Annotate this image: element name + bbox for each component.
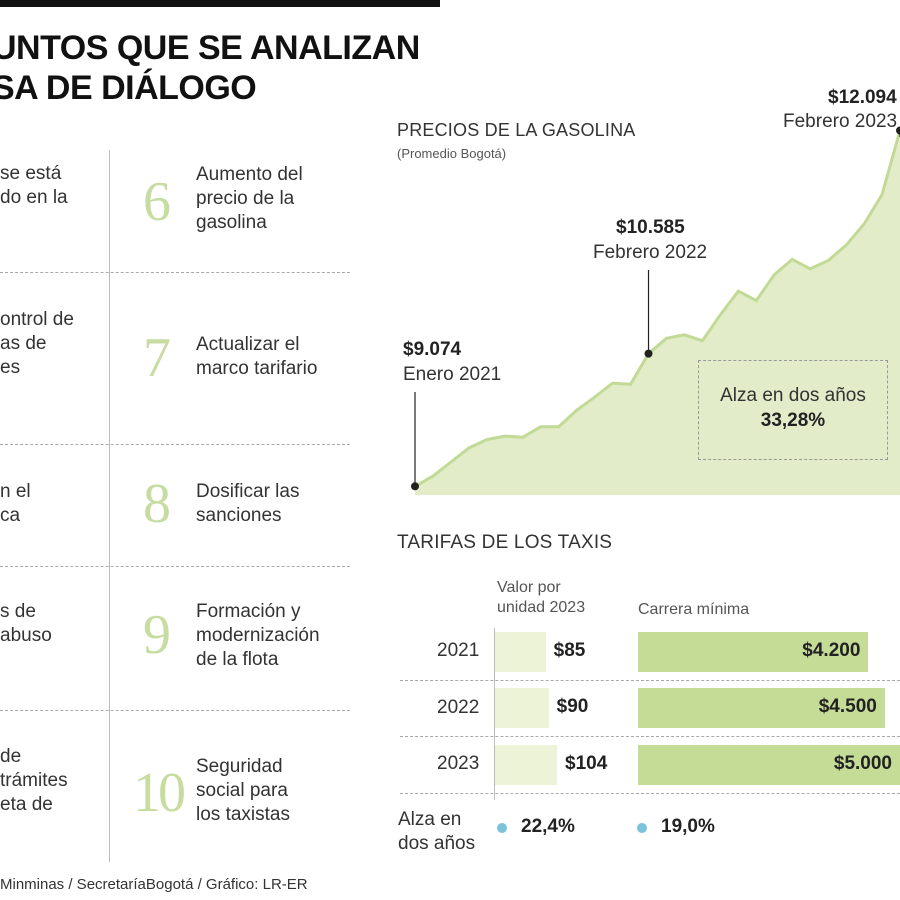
min-fare-bar bbox=[638, 688, 885, 728]
row-divider bbox=[0, 444, 350, 445]
min-fare-bar bbox=[638, 632, 869, 672]
page-title: UNTOS QUE SE ANALIZAN SA DE DIÁLOGO bbox=[0, 28, 452, 108]
year-label: 2021 bbox=[437, 640, 480, 661]
row-divider bbox=[0, 710, 350, 711]
unit-increase: 22,4% bbox=[521, 816, 575, 837]
row-divider bbox=[400, 736, 900, 737]
row-divider bbox=[0, 272, 350, 273]
min-fare-bar bbox=[638, 745, 900, 785]
unit-bar bbox=[495, 745, 557, 785]
min-fare-increase: 19,0% bbox=[661, 816, 715, 837]
annotation-date: Febrero 2022 bbox=[593, 242, 708, 263]
gas-price-area bbox=[415, 130, 900, 495]
source-note: Minminas / SecretaríaBogotá / Gráfico: L… bbox=[0, 876, 308, 893]
unit-bar-label: $85 bbox=[553, 640, 586, 661]
item-number: 6 bbox=[143, 171, 171, 233]
item-text: Seguridad social para los taxistas bbox=[196, 756, 290, 825]
annotation-value: $9.074 bbox=[403, 339, 462, 360]
year-label: 2022 bbox=[437, 697, 480, 718]
annotation-value: $12.094 bbox=[828, 87, 897, 108]
annotation-point bbox=[896, 126, 900, 135]
alza-label: Alza en dos años bbox=[720, 385, 866, 406]
item-number: 7 bbox=[143, 327, 171, 389]
unit-bar bbox=[495, 688, 549, 728]
unit-column-header: Valor por unidad 2023 bbox=[497, 579, 586, 616]
top-rule bbox=[0, 0, 440, 7]
bullet-dot bbox=[497, 823, 507, 833]
unit-bar-label: $90 bbox=[556, 696, 589, 717]
annotation-point bbox=[644, 349, 653, 358]
year-label: 2023 bbox=[437, 753, 480, 774]
left-item-text: de trámites eta de bbox=[0, 746, 68, 815]
alza-highlight-box bbox=[698, 360, 888, 460]
bullet-dot bbox=[637, 823, 647, 833]
gas-chart-subtitle: (Promedio Bogotá) bbox=[397, 146, 507, 161]
taxi-alza-label: Alza en dos años bbox=[398, 809, 476, 854]
column-divider bbox=[109, 150, 110, 862]
taxi-chart-title: TARIFAS DE LOS TAXIS bbox=[397, 532, 613, 553]
item-number: 8 bbox=[143, 473, 171, 535]
min-fare-label: $4.200 bbox=[802, 640, 861, 661]
min-fare-label: $4.500 bbox=[818, 696, 877, 717]
left-item-text: n el ca bbox=[0, 481, 31, 526]
row-divider bbox=[400, 680, 900, 681]
unit-bar-label: $104 bbox=[565, 753, 608, 774]
gas-chart-title: PRECIOS DE LA GASOLINA bbox=[397, 120, 636, 140]
item-number: 9 bbox=[143, 604, 171, 666]
min-column-header: Carrera mínima bbox=[638, 601, 750, 618]
gas-price-line bbox=[414, 130, 900, 488]
left-item-text: se está do en la bbox=[0, 163, 68, 208]
item-text: Aumento del precio de la gasolina bbox=[196, 164, 303, 233]
annotation-point bbox=[411, 482, 419, 491]
title-line-2: SA DE DIÁLOGO bbox=[0, 69, 257, 107]
min-fare-label: $5.000 bbox=[833, 753, 892, 774]
row-divider bbox=[400, 793, 900, 794]
annotation-date: Febrero 2023 bbox=[783, 111, 898, 132]
title-line-1: UNTOS QUE SE ANALIZAN bbox=[0, 29, 420, 67]
alza-value: 33,28% bbox=[760, 410, 826, 431]
left-item-text: ontrol de as de es bbox=[0, 309, 74, 378]
annotation-value: $10.585 bbox=[616, 217, 685, 238]
year-divider bbox=[494, 628, 495, 800]
item-text: Actualizar el marco tarifario bbox=[196, 334, 318, 379]
unit-bar bbox=[495, 632, 546, 672]
item-text: Dosificar las sanciones bbox=[196, 481, 300, 526]
left-item-text: s de abuso bbox=[0, 601, 52, 646]
item-text: Formación y modernización de la flota bbox=[196, 601, 320, 670]
annotation-date: Enero 2021 bbox=[403, 364, 502, 385]
row-divider bbox=[0, 566, 350, 567]
item-number: 10 bbox=[133, 762, 186, 824]
